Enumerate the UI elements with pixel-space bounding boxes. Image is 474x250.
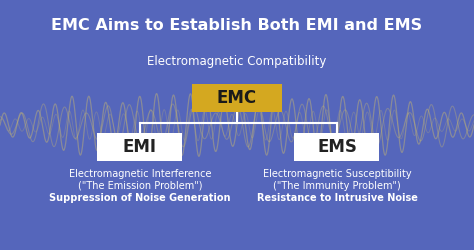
Text: Resistance to Intrusive Noise: Resistance to Intrusive Noise — [256, 193, 418, 203]
Bar — [294, 133, 380, 161]
Text: ("The Immunity Problem"): ("The Immunity Problem") — [273, 181, 401, 191]
Text: ("The Emission Problem"): ("The Emission Problem") — [78, 181, 202, 191]
Text: Electromagnetic Susceptibility: Electromagnetic Susceptibility — [263, 169, 411, 179]
Text: Electromagnetic Compatibility: Electromagnetic Compatibility — [147, 55, 327, 68]
Bar — [192, 84, 282, 112]
Text: Suppression of Noise Generation: Suppression of Noise Generation — [49, 193, 231, 203]
Text: EMC: EMC — [217, 89, 257, 107]
Text: Electromagnetic Interference: Electromagnetic Interference — [69, 169, 211, 179]
Bar — [98, 133, 182, 161]
Text: EMS: EMS — [317, 138, 357, 156]
Text: EMI: EMI — [123, 138, 157, 156]
Text: EMC Aims to Establish Both EMI and EMS: EMC Aims to Establish Both EMI and EMS — [52, 18, 422, 33]
